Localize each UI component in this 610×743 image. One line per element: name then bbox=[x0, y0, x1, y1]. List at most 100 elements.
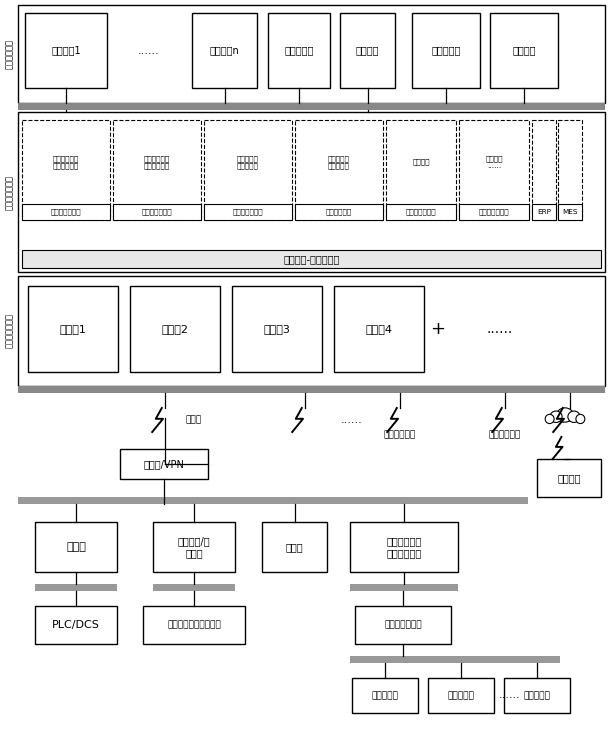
FancyBboxPatch shape bbox=[295, 204, 383, 220]
Text: 网络硬盘录像机: 网络硬盘录像机 bbox=[384, 620, 422, 629]
Text: 虚拟机3: 虚拟机3 bbox=[264, 324, 290, 334]
FancyBboxPatch shape bbox=[459, 204, 529, 220]
Text: 运营管理服务器: 运营管理服务器 bbox=[232, 209, 264, 215]
Text: 施工视频服务器: 施工视频服务器 bbox=[479, 209, 509, 215]
Text: 综合界面服务器: 综合界面服务器 bbox=[51, 209, 81, 215]
Text: 互联网: 互联网 bbox=[185, 415, 201, 424]
FancyBboxPatch shape bbox=[532, 120, 556, 220]
FancyBboxPatch shape bbox=[18, 112, 605, 272]
FancyBboxPatch shape bbox=[412, 13, 480, 88]
Text: 展示大屏: 展示大屏 bbox=[512, 45, 536, 56]
Bar bbox=[18, 103, 605, 110]
Bar bbox=[35, 584, 117, 591]
Text: 数据库服务器: 数据库服务器 bbox=[326, 209, 352, 215]
FancyBboxPatch shape bbox=[459, 120, 529, 220]
Ellipse shape bbox=[576, 415, 585, 424]
Text: 打印机: 打印机 bbox=[285, 542, 303, 552]
FancyBboxPatch shape bbox=[504, 678, 570, 713]
Text: 火灾报警、配电室温度: 火灾报警、配电室温度 bbox=[167, 620, 221, 629]
FancyBboxPatch shape bbox=[18, 276, 605, 386]
Text: 实时数据库
管理数据库: 实时数据库 管理数据库 bbox=[328, 155, 350, 169]
FancyBboxPatch shape bbox=[18, 5, 605, 103]
FancyBboxPatch shape bbox=[153, 522, 235, 572]
Text: +: + bbox=[431, 320, 445, 338]
Text: 运营视频: 运营视频 bbox=[412, 159, 430, 165]
Text: 虚拟机2: 虚拟机2 bbox=[162, 324, 188, 334]
FancyBboxPatch shape bbox=[295, 120, 383, 220]
FancyBboxPatch shape bbox=[352, 678, 418, 713]
Bar bbox=[18, 497, 528, 504]
FancyBboxPatch shape bbox=[232, 286, 322, 372]
Ellipse shape bbox=[557, 408, 573, 422]
Ellipse shape bbox=[568, 411, 580, 423]
Text: 其他运营项目: 其他运营项目 bbox=[489, 430, 521, 440]
Text: 组态界面软件
运行监控软件: 组态界面软件 运行监控软件 bbox=[53, 155, 79, 169]
FancyBboxPatch shape bbox=[268, 13, 330, 88]
Text: 安全管理站: 安全管理站 bbox=[284, 45, 314, 56]
Text: ......: ...... bbox=[487, 322, 513, 336]
FancyBboxPatch shape bbox=[558, 204, 582, 220]
FancyBboxPatch shape bbox=[537, 459, 601, 497]
FancyBboxPatch shape bbox=[340, 13, 395, 88]
Text: ......: ...... bbox=[341, 415, 363, 425]
FancyBboxPatch shape bbox=[386, 120, 456, 220]
Text: ......: ...... bbox=[499, 690, 521, 701]
FancyBboxPatch shape bbox=[35, 606, 117, 644]
Text: 数据分析站: 数据分析站 bbox=[431, 45, 461, 56]
FancyBboxPatch shape bbox=[350, 522, 458, 572]
Text: MES: MES bbox=[562, 209, 578, 215]
Ellipse shape bbox=[545, 415, 554, 424]
Text: 部署工具-虚拟化平台: 部署工具-虚拟化平台 bbox=[283, 254, 340, 264]
FancyBboxPatch shape bbox=[262, 522, 327, 572]
Text: 操作员站1: 操作员站1 bbox=[51, 45, 81, 56]
Text: 优化控制程序
系统诊断程序: 优化控制程序 系统诊断程序 bbox=[144, 155, 170, 169]
Text: 虚拟机4: 虚拟机4 bbox=[365, 324, 392, 334]
Text: 智能运营终端
工业数据分析: 智能运营终端 工业数据分析 bbox=[386, 536, 422, 558]
Text: 工程师站: 工程师站 bbox=[356, 45, 379, 56]
FancyBboxPatch shape bbox=[22, 250, 601, 268]
Text: 操作员站n: 操作员站n bbox=[210, 45, 239, 56]
FancyBboxPatch shape bbox=[386, 204, 456, 220]
Bar bbox=[350, 584, 458, 591]
FancyBboxPatch shape bbox=[35, 522, 117, 572]
FancyBboxPatch shape bbox=[334, 286, 424, 372]
Text: 监控摄像头: 监控摄像头 bbox=[523, 691, 550, 700]
FancyBboxPatch shape bbox=[25, 13, 107, 88]
Text: 防火墙/VPN: 防火墙/VPN bbox=[143, 459, 184, 469]
FancyBboxPatch shape bbox=[204, 204, 292, 220]
Text: 虚拟机1: 虚拟机1 bbox=[60, 324, 87, 334]
Text: ERP: ERP bbox=[537, 209, 551, 215]
Text: 边缘计算/先
进控制: 边缘计算/先 进控制 bbox=[178, 536, 210, 558]
Text: 施工视频
......: 施工视频 ...... bbox=[485, 155, 503, 169]
Text: 运营视频服务器: 运营视频服务器 bbox=[406, 209, 436, 215]
Text: 上位机: 上位机 bbox=[66, 542, 86, 552]
Text: 专家系统服务器: 专家系统服务器 bbox=[142, 209, 172, 215]
FancyBboxPatch shape bbox=[558, 120, 582, 220]
FancyBboxPatch shape bbox=[113, 120, 201, 220]
FancyBboxPatch shape bbox=[204, 120, 292, 220]
FancyBboxPatch shape bbox=[428, 678, 494, 713]
Text: 移动终端: 移动终端 bbox=[558, 473, 581, 483]
FancyBboxPatch shape bbox=[130, 286, 220, 372]
Text: PLC/DCS: PLC/DCS bbox=[52, 620, 100, 630]
Text: 监控摄像头: 监控摄像头 bbox=[448, 691, 475, 700]
Bar bbox=[153, 584, 235, 591]
Text: 虚拟化管理平台: 虚拟化管理平台 bbox=[4, 175, 13, 210]
FancyBboxPatch shape bbox=[113, 204, 201, 220]
Text: 其他运营项目: 其他运营项目 bbox=[384, 430, 416, 440]
FancyBboxPatch shape bbox=[143, 606, 245, 644]
Ellipse shape bbox=[550, 411, 562, 423]
FancyBboxPatch shape bbox=[120, 449, 208, 479]
Text: 客户端及大屏: 客户端及大屏 bbox=[4, 39, 13, 69]
FancyBboxPatch shape bbox=[192, 13, 257, 88]
FancyBboxPatch shape bbox=[22, 120, 110, 220]
Text: 超融合基础架构: 超融合基础架构 bbox=[4, 314, 13, 348]
Text: 设备、财务
检修、安全: 设备、财务 检修、安全 bbox=[237, 155, 259, 169]
FancyBboxPatch shape bbox=[22, 204, 110, 220]
Bar bbox=[350, 656, 560, 663]
Bar bbox=[18, 386, 605, 393]
Text: ......: ...... bbox=[138, 45, 160, 56]
FancyBboxPatch shape bbox=[490, 13, 558, 88]
Text: 监控摄像头: 监控摄像头 bbox=[371, 691, 398, 700]
Text: 4G/5G: 4G/5G bbox=[550, 414, 580, 424]
